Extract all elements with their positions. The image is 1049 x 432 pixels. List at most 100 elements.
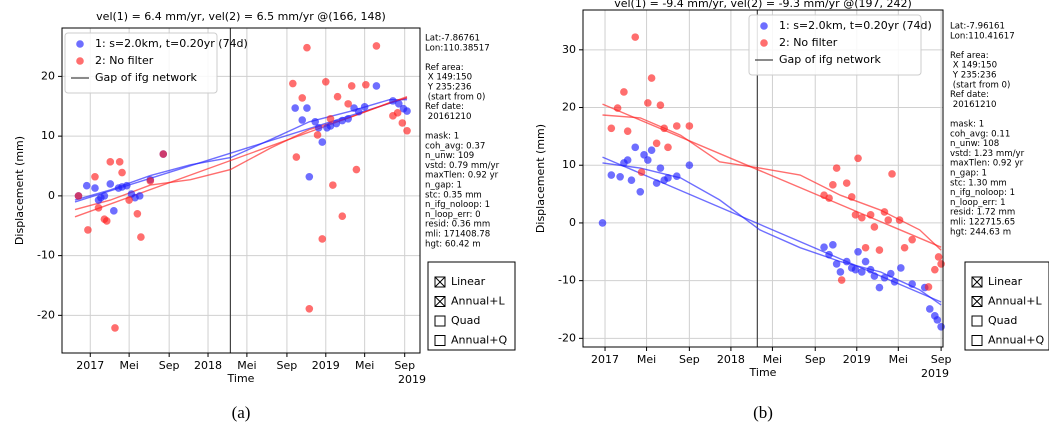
legend-label: Gap of ifg network <box>95 71 198 84</box>
legend-marker <box>760 39 768 47</box>
checkbox-box[interactable] <box>971 315 983 327</box>
checkbox-label[interactable]: Quad <box>988 314 1017 327</box>
data-point <box>321 77 330 86</box>
data-point <box>159 150 168 158</box>
info-text: hgt: 244.63 m <box>950 227 1011 237</box>
data-point <box>623 127 632 135</box>
checkbox-label[interactable]: Linear <box>451 275 486 288</box>
info-text: resid: 0.36 mm <box>425 220 490 230</box>
checkbox-label[interactable]: Linear <box>988 275 1023 288</box>
data-point <box>329 181 337 189</box>
info-text: Ref area: <box>425 63 464 73</box>
info-text: coh_avg: 0.37 <box>425 141 485 151</box>
data-point <box>825 250 833 259</box>
data-point <box>362 80 370 89</box>
info-text: (start from 0) <box>950 80 1010 90</box>
plot-frame <box>61 27 421 354</box>
data-point <box>627 176 636 185</box>
data-point <box>647 74 656 82</box>
data-point <box>332 119 341 128</box>
checkbox-box[interactable] <box>971 335 983 346</box>
checkbox-label[interactable]: Annual+L <box>451 295 505 308</box>
data-point <box>122 181 131 190</box>
legend-label: 2: No filter <box>95 54 154 67</box>
data-point <box>305 172 314 181</box>
data-point <box>303 43 311 52</box>
info-text: Lat:-7.96161 <box>950 22 1005 32</box>
checkbox-label[interactable]: Annual+Q <box>988 334 1044 347</box>
data-point <box>338 212 347 220</box>
checkbox-label[interactable]: Quad <box>451 314 480 327</box>
data-point <box>616 172 624 181</box>
info-text: n_ifg_noloop: 1 <box>950 188 1015 198</box>
checkbox[interactable]: Annual+Q <box>971 334 1044 347</box>
y-tick-label: 30 <box>562 43 576 56</box>
data-point <box>303 104 311 112</box>
data-point <box>937 260 945 268</box>
plot-frame <box>582 9 944 348</box>
data-point <box>672 172 681 180</box>
info-text: X 149:150 <box>425 73 472 83</box>
x-offset-label: 2019 <box>921 367 949 380</box>
legend-box <box>748 14 922 76</box>
data-point <box>832 164 841 172</box>
legend-marker <box>760 22 768 30</box>
data-point <box>344 115 352 123</box>
info-text: mask: 1 <box>425 132 459 142</box>
info-text: n_gap: 1 <box>950 169 987 179</box>
checkbox-box[interactable] <box>434 315 446 327</box>
checkbox[interactable]: Linear <box>971 275 1023 288</box>
checkbox-label[interactable]: Annual+L <box>988 295 1042 308</box>
info-text: n_loop_err: 1 <box>950 198 1006 208</box>
checkbox-label[interactable]: Annual+Q <box>451 334 507 347</box>
checkbox-mark <box>971 296 983 307</box>
y-tick-label: 10 <box>41 129 55 142</box>
legend-marker <box>76 57 84 65</box>
data-point <box>884 216 893 224</box>
y-tick-label: 20 <box>41 69 55 82</box>
data-point <box>352 165 361 174</box>
data-point <box>395 100 403 108</box>
legend-label: Gap of ifg network <box>779 53 882 66</box>
data-point <box>607 171 616 179</box>
data-point <box>861 243 870 252</box>
checkbox[interactable]: Quad <box>971 314 1017 327</box>
x-tick-label: Sep <box>805 353 826 366</box>
checkbox[interactable]: Annual+L <box>434 295 505 308</box>
data-point <box>94 204 103 212</box>
fit-line <box>74 99 407 201</box>
checkbox[interactable]: Linear <box>434 275 486 288</box>
data-point <box>326 122 335 130</box>
data-point <box>631 143 640 152</box>
info-text: X 149:150 <box>950 61 997 71</box>
data-point <box>937 323 945 331</box>
data-point <box>847 193 856 201</box>
checkbox-mark <box>971 276 983 288</box>
data-point <box>854 247 862 256</box>
data-point <box>685 161 694 170</box>
checkbox[interactable]: Annual+L <box>971 295 1042 308</box>
data-point <box>135 192 144 200</box>
data-point <box>870 272 879 280</box>
data-point <box>133 209 142 218</box>
checkbox[interactable]: Quad <box>434 314 480 327</box>
data-point <box>851 211 860 219</box>
data-point <box>347 82 356 90</box>
legend-label: 1: s=2.0km, t=0.20yr (74d) <box>95 37 248 50</box>
data-point <box>106 158 115 166</box>
data-point <box>607 124 616 133</box>
data-point <box>623 156 632 164</box>
y-tick-label: 0 <box>569 216 576 229</box>
data-point <box>110 207 118 215</box>
data-point <box>880 208 889 216</box>
data-point <box>890 277 899 286</box>
checkbox-box[interactable] <box>434 335 446 346</box>
data-point <box>644 156 652 164</box>
x-tick-label: 2018 <box>194 359 222 372</box>
y-tick-label: -20 <box>558 331 576 344</box>
info-text: vstd: 0.79 mm/yr <box>425 161 500 171</box>
checkbox[interactable]: Annual+Q <box>434 334 507 347</box>
legend-marker <box>76 40 84 48</box>
data-point <box>118 168 126 177</box>
data-point <box>102 217 111 225</box>
